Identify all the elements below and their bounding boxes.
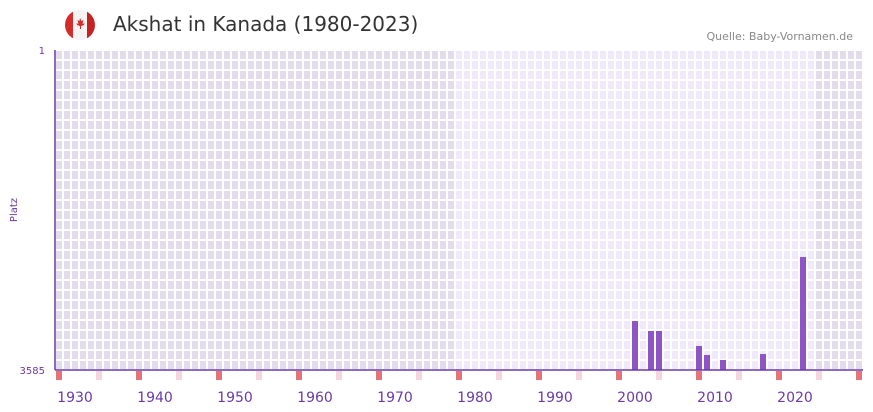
chart-title: Akshat in Kanada (1980-2023) xyxy=(113,12,419,36)
decade-marker xyxy=(696,371,702,380)
decade-marker xyxy=(496,371,502,380)
y-tick-label: 1 xyxy=(39,46,45,57)
bar-2009 xyxy=(704,355,710,370)
bar-2011 xyxy=(720,360,726,370)
decade-marker xyxy=(856,371,862,380)
decade-marker xyxy=(216,371,222,380)
bar-2016 xyxy=(760,354,766,370)
decade-marker xyxy=(456,371,462,380)
bar-2003 xyxy=(656,330,662,370)
x-tick-label: 1930 xyxy=(57,390,93,406)
x-tick-label: 1960 xyxy=(297,390,333,406)
decade-marker xyxy=(656,371,662,380)
decade-marker xyxy=(616,371,622,380)
decade-marker xyxy=(336,371,342,380)
x-tick-label: 1970 xyxy=(377,390,413,406)
canada-flag-icon xyxy=(65,10,95,40)
source-link[interactable]: Quelle: Baby-Vornamen.de xyxy=(706,30,853,43)
decade-marker xyxy=(176,371,182,380)
y-axis-label: Platz xyxy=(9,198,20,222)
x-tick-label: 1990 xyxy=(537,390,573,406)
x-tick-label: 1940 xyxy=(137,390,173,406)
decade-marker xyxy=(256,371,262,380)
x-tick-label: 2000 xyxy=(617,390,653,406)
decade-marker xyxy=(576,371,582,380)
decade-marker xyxy=(776,371,782,380)
decade-marker xyxy=(56,371,62,380)
decade-marker xyxy=(136,371,142,380)
decade-marker xyxy=(736,371,742,380)
x-tick-label: 2010 xyxy=(697,390,733,406)
bar-2021 xyxy=(800,256,806,370)
decade-marker xyxy=(816,371,822,380)
bar-2000 xyxy=(632,320,638,370)
decade-marker xyxy=(296,371,302,380)
decade-marker xyxy=(376,371,382,380)
decade-marker xyxy=(96,371,102,380)
decade-marker xyxy=(416,371,422,380)
bar-2008 xyxy=(696,345,702,370)
y-tick-label: 3585 xyxy=(20,366,45,377)
bar-2002 xyxy=(648,330,654,370)
x-tick-label: 1950 xyxy=(217,390,253,406)
decade-marker xyxy=(536,371,542,380)
x-tick-label: 2020 xyxy=(777,390,813,406)
x-tick-label: 1980 xyxy=(457,390,493,406)
